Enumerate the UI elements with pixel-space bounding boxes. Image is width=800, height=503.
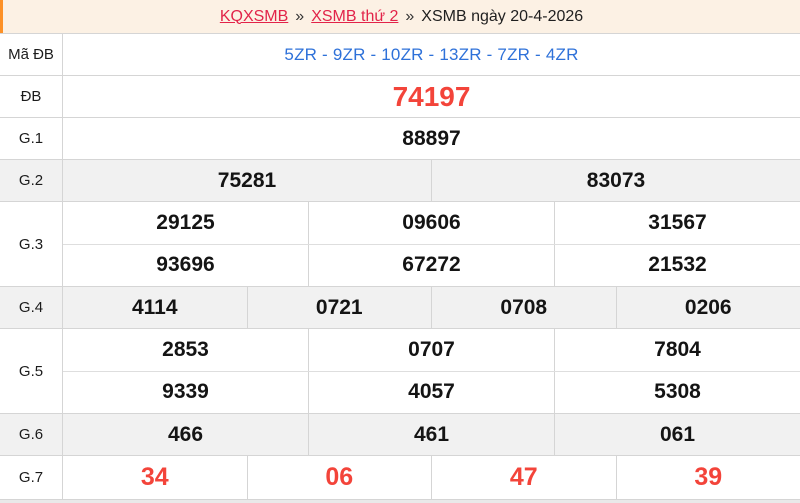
prize-label: G.5 <box>0 329 63 413</box>
prize-number: 4114 <box>131 295 178 319</box>
prize-number: 0707 <box>308 329 554 371</box>
result-row-g-7: G.7 34 06 47 39 <box>0 455 800 499</box>
prize-sub-row: 9339 4057 5308 <box>63 370 800 413</box>
prize-number: 31567 <box>554 202 800 244</box>
prize-sub-row: 74197 <box>63 76 800 117</box>
prize-number: 21532 <box>554 244 800 286</box>
result-row-m-b: Mã ĐB 5ZR - 9ZR - 10ZR - 13ZR - 7ZR - 4ZR <box>0 33 800 75</box>
prize-values: 74197 <box>63 76 800 117</box>
breadcrumb-link-xsmb-thu-2[interactable]: XSMB thứ 2 <box>311 7 399 25</box>
prize-number: 83073 <box>431 160 800 201</box>
prize-number: 0721 <box>246 287 432 328</box>
prize-number: 34 <box>140 463 169 491</box>
result-row-g-2: G.2 75281 83073 <box>0 159 800 201</box>
prize-values: 34 06 47 39 <box>63 456 800 499</box>
result-row-g-6: G.6 466 461 061 <box>0 413 800 455</box>
results-table: Mã ĐB 5ZR - 9ZR - 10ZR - 13ZR - 7ZR - 4ZR… <box>0 33 800 499</box>
prize-number: 461 <box>308 414 554 455</box>
prize-label: G.1 <box>0 118 63 159</box>
prize-label: G.3 <box>0 202 63 286</box>
prize-number: 39 <box>615 456 800 499</box>
breadcrumb-link-kqxsmb[interactable]: KQXSMB <box>219 7 289 25</box>
prize-values: 4114 0721 0708 0206 <box>63 287 800 328</box>
prize-number: 67272 <box>308 244 554 286</box>
prize-number: 0206 <box>615 287 800 328</box>
prize-label: G.7 <box>0 456 63 499</box>
prize-number: 2853 <box>162 337 209 361</box>
prize-number: 5ZR - 9ZR - 10ZR - 13ZR - 7ZR - 4ZR <box>284 44 579 64</box>
bottom-divider <box>0 499 800 503</box>
prize-number: 88897 <box>402 126 461 150</box>
prize-sub-row: 5ZR - 9ZR - 10ZR - 13ZR - 7ZR - 4ZR <box>63 34 800 75</box>
prize-sub-row: 29125 09606 31567 <box>63 202 800 244</box>
prize-values: 466 461 061 <box>63 414 800 455</box>
result-row-g-1: G.1 88897 <box>0 117 800 159</box>
prize-sub-row: 93696 67272 21532 <box>63 243 800 286</box>
prize-label: G.6 <box>0 414 63 455</box>
prize-label: ĐB <box>0 76 63 117</box>
breadcrumb-current: XSMB ngày 20-4-2026 <box>421 7 584 25</box>
prize-number: 0708 <box>431 287 616 328</box>
prize-number: 09606 <box>308 202 554 244</box>
prize-sub-row: 34 06 47 39 <box>63 456 800 499</box>
prize-values: 88897 <box>63 118 800 159</box>
prize-sub-row: 4114 0721 0708 0206 <box>63 287 800 328</box>
prize-number: 061 <box>554 414 800 455</box>
prize-values: 2853 0707 7804 9339 4057 5308 <box>63 329 800 413</box>
prize-label: Mã ĐB <box>0 34 63 75</box>
breadcrumb-separator: » <box>405 7 415 25</box>
prize-sub-row: 75281 83073 <box>63 160 800 201</box>
prize-values: 29125 09606 31567 93696 67272 21532 <box>63 202 800 286</box>
result-row-g-3: G.3 29125 09606 31567 93696 67272 21532 <box>0 201 800 286</box>
prize-values: 75281 83073 <box>63 160 800 201</box>
result-row-g-5: G.5 2853 0707 7804 9339 4057 5308 <box>0 328 800 413</box>
prize-number: 29125 <box>156 210 215 234</box>
result-row-b: ĐB 74197 <box>0 75 800 117</box>
prize-sub-row: 88897 <box>63 118 800 159</box>
prize-number: 5308 <box>554 371 800 413</box>
prize-number: 466 <box>167 422 204 446</box>
breadcrumb: KQXSMB » XSMB thứ 2 » XSMB ngày 20-4-202… <box>0 0 800 33</box>
result-row-g-4: G.4 4114 0721 0708 0206 <box>0 286 800 328</box>
prize-label: G.2 <box>0 160 63 201</box>
prize-label: G.4 <box>0 287 63 328</box>
breadcrumb-separator: » <box>295 7 305 25</box>
prize-sub-row: 466 461 061 <box>63 414 800 455</box>
prize-number: 06 <box>246 456 432 499</box>
prize-number: 7804 <box>554 329 800 371</box>
prize-sub-row: 2853 0707 7804 <box>63 329 800 371</box>
prize-number: 47 <box>431 456 616 499</box>
prize-number: 75281 <box>217 168 277 192</box>
prize-number: 4057 <box>308 371 554 413</box>
prize-number: 93696 <box>156 253 215 277</box>
prize-values: 5ZR - 9ZR - 10ZR - 13ZR - 7ZR - 4ZR <box>63 34 800 75</box>
prize-number: 74197 <box>392 80 471 112</box>
prize-number: 9339 <box>162 380 209 404</box>
